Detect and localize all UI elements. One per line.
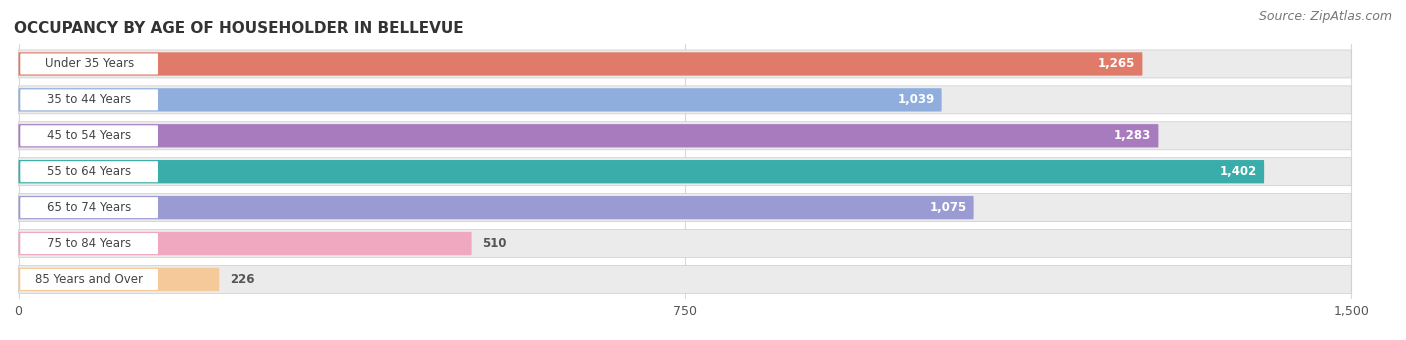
Text: Under 35 Years: Under 35 Years <box>45 57 134 70</box>
FancyBboxPatch shape <box>20 233 157 254</box>
FancyBboxPatch shape <box>18 193 1351 222</box>
FancyBboxPatch shape <box>18 52 1143 75</box>
FancyBboxPatch shape <box>20 161 157 182</box>
FancyBboxPatch shape <box>18 124 1159 148</box>
FancyBboxPatch shape <box>18 122 1351 150</box>
Text: 75 to 84 Years: 75 to 84 Years <box>46 237 131 250</box>
FancyBboxPatch shape <box>20 197 157 218</box>
Text: 510: 510 <box>482 237 506 250</box>
Text: 1,039: 1,039 <box>897 94 935 106</box>
FancyBboxPatch shape <box>18 88 942 112</box>
Text: Source: ZipAtlas.com: Source: ZipAtlas.com <box>1258 10 1392 23</box>
FancyBboxPatch shape <box>20 269 157 290</box>
Text: 1,075: 1,075 <box>929 201 966 214</box>
FancyBboxPatch shape <box>18 50 1351 78</box>
FancyBboxPatch shape <box>18 158 1351 186</box>
FancyBboxPatch shape <box>20 125 157 146</box>
FancyBboxPatch shape <box>18 160 1264 183</box>
Text: 1,402: 1,402 <box>1220 165 1257 178</box>
Text: 1,265: 1,265 <box>1098 57 1135 70</box>
Text: 35 to 44 Years: 35 to 44 Years <box>46 94 131 106</box>
FancyBboxPatch shape <box>18 196 973 219</box>
FancyBboxPatch shape <box>18 232 471 255</box>
Text: 65 to 74 Years: 65 to 74 Years <box>46 201 131 214</box>
FancyBboxPatch shape <box>20 53 157 74</box>
FancyBboxPatch shape <box>18 230 1351 257</box>
Text: 55 to 64 Years: 55 to 64 Years <box>46 165 131 178</box>
FancyBboxPatch shape <box>18 268 219 291</box>
Text: 45 to 54 Years: 45 to 54 Years <box>46 129 131 142</box>
FancyBboxPatch shape <box>18 86 1351 114</box>
Text: 226: 226 <box>231 273 254 286</box>
Text: 85 Years and Over: 85 Years and Over <box>35 273 143 286</box>
Text: 1,283: 1,283 <box>1114 129 1152 142</box>
Text: OCCUPANCY BY AGE OF HOUSEHOLDER IN BELLEVUE: OCCUPANCY BY AGE OF HOUSEHOLDER IN BELLE… <box>14 21 464 36</box>
FancyBboxPatch shape <box>18 266 1351 293</box>
FancyBboxPatch shape <box>20 89 157 110</box>
